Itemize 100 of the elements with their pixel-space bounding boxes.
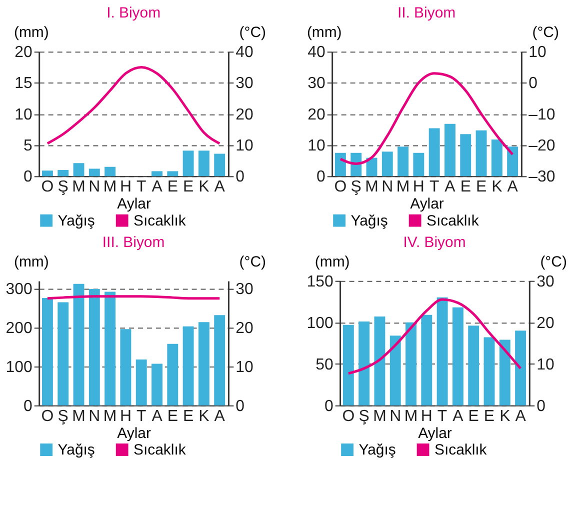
y-tick-label: 10 <box>14 106 33 124</box>
x-tick-label: E <box>484 408 495 425</box>
bar <box>58 302 69 406</box>
x-tick-label: M <box>404 408 418 425</box>
chart-title: I. Biyom <box>106 4 161 22</box>
x-axis-title: Aylar <box>117 424 151 442</box>
bar <box>406 322 416 406</box>
x-tick-label: H <box>412 178 424 196</box>
bar <box>73 163 84 176</box>
x-axis-title: Aylar <box>117 196 151 213</box>
y-tick-label: 0 <box>24 168 33 186</box>
bar <box>182 150 194 176</box>
bar <box>428 128 440 176</box>
bar <box>198 150 210 176</box>
bar <box>120 329 132 406</box>
y2-tick-label: –10 <box>528 106 556 124</box>
y2-tick-label: –30 <box>528 168 556 186</box>
bar <box>136 359 147 406</box>
x-tick-label: E <box>182 408 194 425</box>
bar <box>152 364 162 406</box>
bar <box>484 337 495 406</box>
bar <box>444 124 456 176</box>
bar <box>73 284 84 406</box>
x-tick-label: O <box>334 178 347 196</box>
y2-tick-label: 0 <box>236 168 245 186</box>
y2-tick-label: 30 <box>536 273 554 290</box>
x-tick-label: T <box>136 408 146 425</box>
y-tick-label: 40 <box>308 44 326 62</box>
y2-tick-label: 10 <box>236 138 254 155</box>
y-tick-label: 20 <box>308 106 326 124</box>
bar <box>421 314 432 406</box>
y2-tick-label: 0 <box>536 398 546 415</box>
chart-title: II. Biyom <box>397 4 456 22</box>
line-series <box>347 298 522 375</box>
bar <box>398 146 409 176</box>
bar <box>167 171 178 176</box>
x-tick-label: M <box>103 408 117 425</box>
y2-tick-label: 40 <box>236 44 254 62</box>
y-axis-title: (mm) <box>314 253 350 270</box>
y-tick-label: 150 <box>306 273 334 290</box>
bar <box>104 166 116 176</box>
x-tick-label: E <box>460 178 471 196</box>
bar <box>382 152 393 176</box>
x-tick-label: K <box>198 408 210 425</box>
legend-label: Sıcaklık <box>426 212 480 230</box>
y-tick-label: 10 <box>308 138 326 155</box>
bar <box>214 154 226 176</box>
y-tick-label: 50 <box>316 356 334 374</box>
x-tick-label: N <box>88 408 100 425</box>
legend-label: Sıcaklık <box>134 212 186 230</box>
x-tick-label: E <box>167 408 178 425</box>
y-tick-label: 5 <box>24 138 33 155</box>
x-axis-title: Aylar <box>410 196 444 213</box>
bar <box>436 297 448 406</box>
x-tick-label: O <box>342 408 355 425</box>
x-tick-label: Ş <box>350 178 362 196</box>
legend-label: Sıcaklık <box>134 442 186 459</box>
y2-axis-title: (°C) <box>239 253 266 270</box>
y2-tick-label: 30 <box>236 281 254 298</box>
bar <box>358 322 370 406</box>
x-tick-label: M <box>72 178 86 196</box>
x-tick-label: E <box>476 178 487 196</box>
bar <box>182 326 194 406</box>
bar <box>491 139 502 176</box>
line-series <box>46 66 221 145</box>
y2-tick-label: –20 <box>528 138 556 155</box>
x-tick-label: K <box>500 408 511 425</box>
bar <box>152 171 162 176</box>
chart-title: IV. Biyom <box>403 234 466 251</box>
bar <box>334 152 346 176</box>
bar <box>413 152 424 176</box>
x-tick-label: M <box>396 178 410 196</box>
bar <box>342 324 354 406</box>
y-tick-label: 200 <box>6 320 33 338</box>
y2-tick-label: 10 <box>236 358 254 376</box>
y-tick-label: 300 <box>6 281 33 298</box>
x-tick-label: Ş <box>58 408 68 425</box>
x-tick-label: O <box>41 178 54 196</box>
y2-axis-title: (°C) <box>239 24 266 42</box>
legend-label: Yağış <box>58 442 95 459</box>
y2-tick-label: 0 <box>528 75 538 92</box>
bar <box>452 307 464 406</box>
bar <box>58 170 69 176</box>
x-tick-label: A <box>452 408 464 425</box>
y2-tick-label: 20 <box>236 320 254 338</box>
y-axis-title: (mm) <box>306 24 342 42</box>
bar <box>42 298 53 406</box>
y-tick-label: 15 <box>14 75 33 92</box>
y2-tick-label: 10 <box>536 356 554 374</box>
y-tick-label: 30 <box>308 75 326 92</box>
line-series <box>339 72 514 165</box>
y-tick-label: 0 <box>316 168 326 186</box>
y2-tick-label: 20 <box>536 314 554 332</box>
x-tick-label: A <box>515 408 526 425</box>
legend-label: Yağış <box>350 212 388 230</box>
bar <box>88 168 100 176</box>
x-tick-label: A <box>214 178 226 196</box>
x-tick-label: M <box>72 408 86 425</box>
y-tick-label: 100 <box>6 358 33 376</box>
x-tick-label: E <box>182 178 194 196</box>
